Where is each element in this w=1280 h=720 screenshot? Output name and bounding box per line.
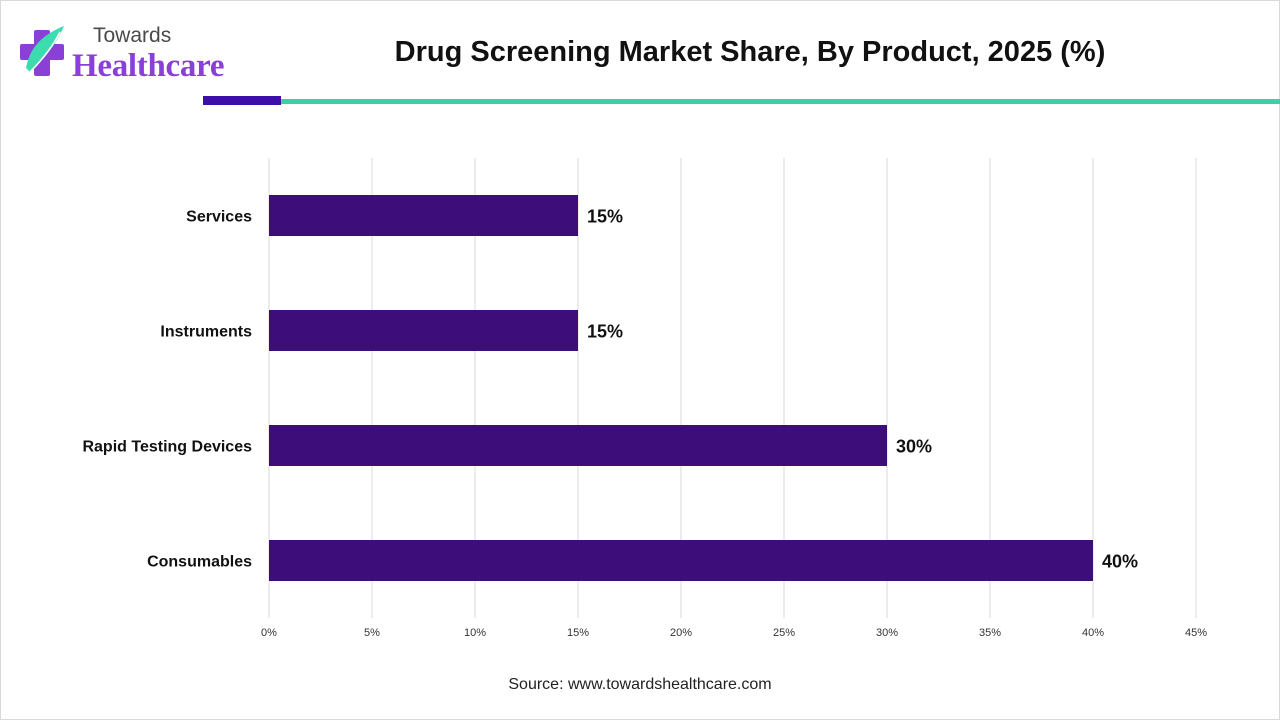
header-rule xyxy=(281,99,1280,104)
bar-instruments xyxy=(269,310,578,351)
bars xyxy=(269,195,1093,581)
data-label-services: 15% xyxy=(587,207,623,227)
x-tick-label-10: 10% xyxy=(464,627,486,639)
towards-healthcare-logo: Towards Healthcare xyxy=(20,22,250,84)
bar-services xyxy=(269,195,578,236)
category-label-services: Services xyxy=(186,209,252,226)
source-note: Source: www.towardshealthcare.com xyxy=(508,676,772,693)
x-tick-label-30: 30% xyxy=(876,627,898,639)
data-label-rapid-testing-devices: 30% xyxy=(896,437,932,457)
data-label-consumables: 40% xyxy=(1102,552,1138,572)
category-labels: Services Instruments Rapid Testing Devices… xyxy=(82,209,252,571)
category-label-instruments: Instruments xyxy=(160,324,252,341)
medical-cross-icon xyxy=(20,26,64,76)
x-tick-label-5: 5% xyxy=(364,627,380,639)
x-tick-label-45: 45% xyxy=(1185,627,1207,639)
x-tick-label-15: 15% xyxy=(567,627,589,639)
x-tick-label-0: 0% xyxy=(261,627,277,639)
bar-rapid-testing-devices xyxy=(269,425,887,466)
x-tick-label-40: 40% xyxy=(1082,627,1104,639)
category-label-rapid-testing-devices: Rapid Testing Devices xyxy=(82,439,252,456)
x-axis-tick-labels: 0% 5% 10% 15% 20% 25% 30% 35% 40% 45% xyxy=(261,627,1207,639)
x-tick-label-35: 35% xyxy=(979,627,1001,639)
logo-text-healthcare: Healthcare xyxy=(72,48,225,84)
data-labels: 15% 15% 30% 40% xyxy=(587,207,1138,572)
x-tick-label-25: 25% xyxy=(773,627,795,639)
logo-text-towards: Towards xyxy=(93,24,172,47)
bar-consumables xyxy=(269,540,1093,581)
header-rule-accent xyxy=(203,96,281,105)
data-label-instruments: 15% xyxy=(587,322,623,342)
category-label-consumables: Consumables xyxy=(147,554,252,571)
chart-title: Drug Screening Market Share, By Product,… xyxy=(394,36,1106,68)
x-tick-label-20: 20% xyxy=(670,627,692,639)
